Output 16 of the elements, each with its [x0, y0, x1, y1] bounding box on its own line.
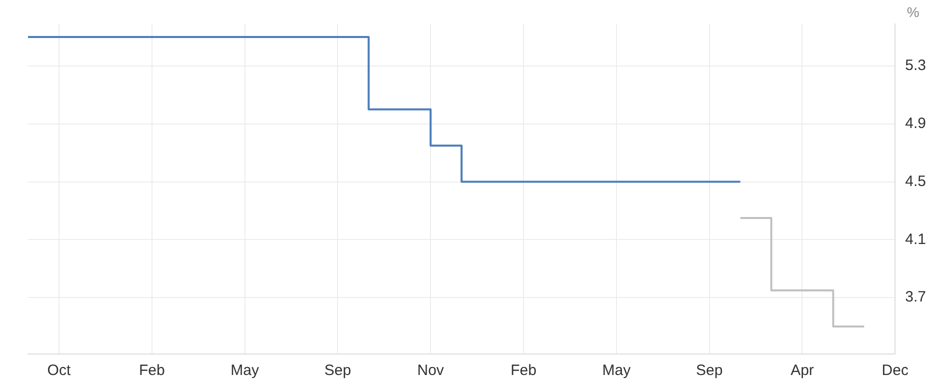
x-tick-label: Apr: [790, 362, 814, 380]
y-tick-label: 5.3: [905, 57, 926, 74]
y-axis-title: %: [906, 4, 920, 20]
x-tick-label: Sep: [696, 362, 723, 380]
x-tick-label: May: [230, 362, 260, 380]
x-tick-label: Feb: [138, 362, 165, 380]
x-tick-label: Sep: [324, 362, 352, 380]
x-tick-label: Oct: [47, 362, 72, 380]
y-tick-label: 4.1: [905, 230, 926, 248]
y-tick-label: 3.7: [905, 288, 926, 306]
x-tick-label: Feb: [510, 362, 536, 380]
y-tick-label: 4.9: [905, 115, 926, 132]
x-tick-label: Nov: [417, 362, 444, 380]
x-tick-label: Dec: [882, 362, 909, 380]
x-tick-label: May: [602, 362, 632, 380]
y-tick-label: 4.5: [905, 172, 926, 190]
